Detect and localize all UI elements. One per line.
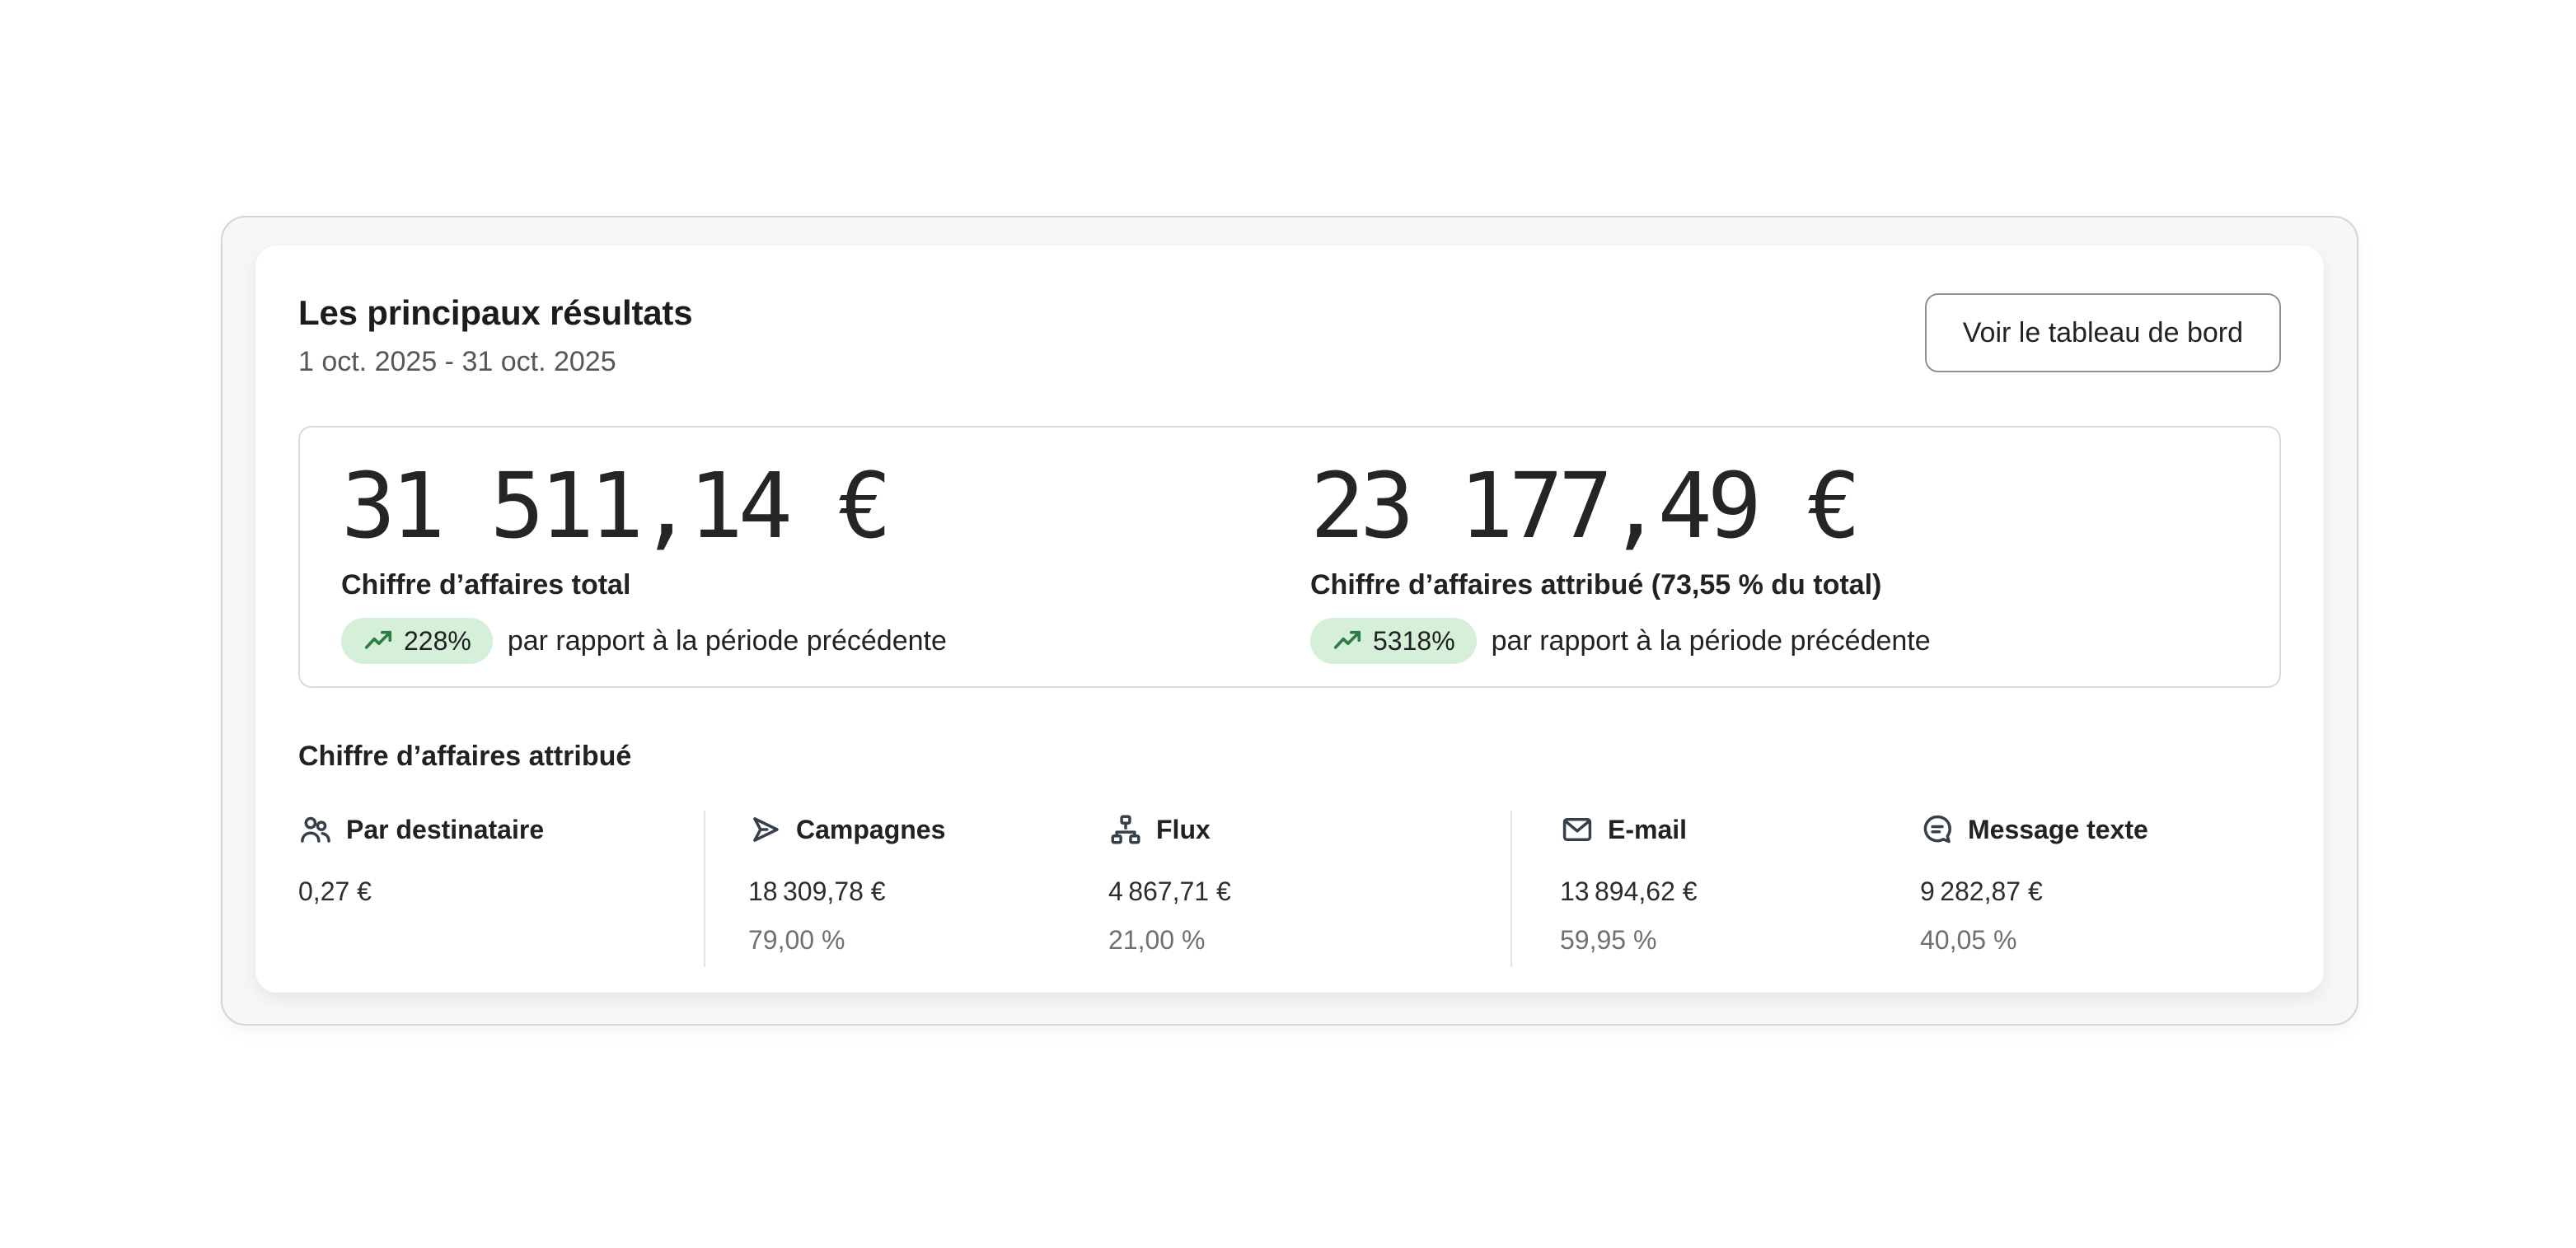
stat-label: Campagnes <box>796 814 946 844</box>
change-badge: 228% <box>341 618 493 664</box>
attributed-revenue-heading: Chiffre d’affaires attribué <box>298 741 632 772</box>
stat-percent: 59,95 % <box>1560 925 1657 955</box>
change-badge: 5318% <box>1310 618 1477 664</box>
stat-email: E-mail 13 894,62 € 59,95 % <box>1512 811 1920 967</box>
stat-percent: 79,00 % <box>748 925 845 955</box>
summary-metrics-box: 31 511,14 € Chiffre d’affaires total 228… <box>298 426 2281 688</box>
stat-text-message: Message texte 9 282,87 € 40,05 % <box>1920 811 2281 967</box>
stat-value: 4 867,71 € <box>1108 876 1231 906</box>
chat-icon <box>1923 815 1951 844</box>
stat-campaigns: Campagnes 18 309,78 € 79,00 % <box>705 811 1108 967</box>
stat-label: E-mail <box>1608 814 1688 844</box>
stat-per-recipient: Par destinataire 0,27 € <box>298 811 705 967</box>
card-header: Les principaux résultats 1 oct. 2025 - 3… <box>298 293 2281 378</box>
users-icon <box>301 816 330 843</box>
trending-up-icon <box>1333 630 1361 649</box>
stat-value: 0,27 € <box>298 876 372 906</box>
results-card: Les principaux résultats 1 oct. 2025 - 3… <box>221 216 2358 1026</box>
stat-value: 13 894,62 € <box>1560 876 1698 906</box>
stat-value: 18 309,78 € <box>748 876 886 906</box>
results-card-inner: Les principaux résultats 1 oct. 2025 - 3… <box>255 245 2324 993</box>
attributed-stats-row: Par destinataire 0,27 € Campagnes 18 309… <box>298 811 2281 967</box>
change-suffix: par rapport à la période précédente <box>1491 624 1931 657</box>
change-row: 228% par rapport à la période précédente <box>341 618 1310 664</box>
change-row: 5318% par rapport à la période précédent… <box>1310 618 2279 664</box>
change-value: 5318% <box>1373 625 1455 656</box>
trending-up-icon <box>364 630 392 649</box>
date-range: 1 oct. 2025 - 31 oct. 2025 <box>298 346 616 377</box>
stat-label: Par destinataire <box>346 814 545 844</box>
sitemap-icon <box>1111 815 1140 844</box>
change-suffix: par rapport à la période précédente <box>507 624 947 657</box>
metric-attributed-revenue: 23 177,49 € Chiffre d’affaires attribué … <box>1310 453 2279 664</box>
card-header-text: Les principaux résultats 1 oct. 2025 - 3… <box>298 293 693 378</box>
metric-amount: 31 511,14 € <box>341 453 892 559</box>
page-title: Les principaux résultats <box>298 293 693 332</box>
send-icon <box>753 817 779 842</box>
stat-label: Flux <box>1156 814 1211 844</box>
mail-icon <box>1562 818 1592 841</box>
stat-percent: 21,00 % <box>1108 925 1206 955</box>
stat-flows: Flux 4 867,71 € 21,00 % <box>1108 811 1512 967</box>
view-dashboard-button[interactable]: Voir le tableau de bord <box>1924 293 2281 372</box>
change-value: 228% <box>404 625 471 656</box>
stat-percent: 40,05 % <box>1920 925 2017 955</box>
stat-value: 9 282,87 € <box>1920 876 2043 906</box>
metric-amount: 23 177,49 € <box>1310 453 1861 559</box>
stat-label: Message texte <box>1968 814 2148 844</box>
metric-label: Chiffre d’affaires total <box>341 569 631 601</box>
metric-label: Chiffre d’affaires attribué (73,55 % du … <box>1310 569 1882 601</box>
metric-total-revenue: 31 511,14 € Chiffre d’affaires total 228… <box>341 453 1310 664</box>
